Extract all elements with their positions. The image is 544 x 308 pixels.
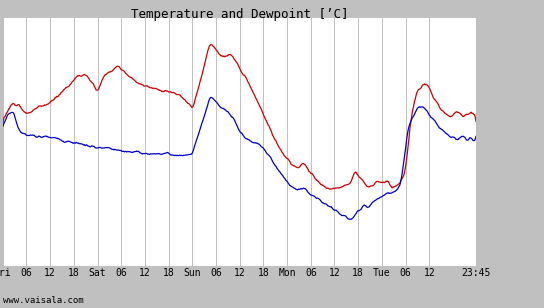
Text: Temperature and Dewpoint [’C]: Temperature and Dewpoint [’C] (131, 8, 348, 21)
Text: www.vaisala.com: www.vaisala.com (3, 296, 83, 305)
